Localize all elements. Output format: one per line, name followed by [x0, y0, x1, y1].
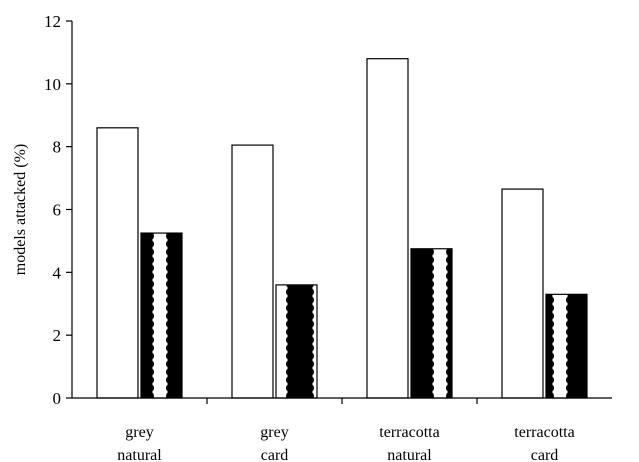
- x-tick-label: card: [261, 447, 289, 462]
- x-tick-label: terracotta: [514, 424, 574, 441]
- x-tick-label: grey: [125, 424, 153, 441]
- bar: [501, 188, 544, 399]
- x-tick-label: grey: [260, 424, 288, 441]
- bar: [410, 248, 453, 399]
- y-tick-label: 0: [53, 389, 62, 408]
- y-tick-label: 8: [53, 138, 62, 157]
- bar: [96, 127, 139, 399]
- y-axis-title: models attacked (%): [12, 144, 29, 276]
- plot-area: [96, 58, 588, 399]
- y-tick-label: 10: [44, 75, 61, 94]
- y-tick-label: 4: [53, 263, 62, 282]
- bar: [366, 58, 409, 399]
- bar: [545, 293, 588, 399]
- x-axis: grey natural grey card terracotta natural terr…: [72, 397, 612, 462]
- x-tick-label: card: [531, 447, 559, 462]
- y-axis: 0 2 4 6 8 10 12: [44, 12, 73, 408]
- x-tick-label: natural: [117, 447, 162, 462]
- y-tick-label: 12: [44, 12, 61, 31]
- bar: [140, 232, 183, 399]
- y-tick-label: 2: [53, 326, 62, 345]
- x-tick-label: natural: [387, 447, 432, 462]
- x-tick-label: terracotta: [379, 424, 439, 441]
- y-tick-label: 6: [53, 201, 62, 220]
- bar: [275, 284, 318, 399]
- bar: [231, 144, 274, 399]
